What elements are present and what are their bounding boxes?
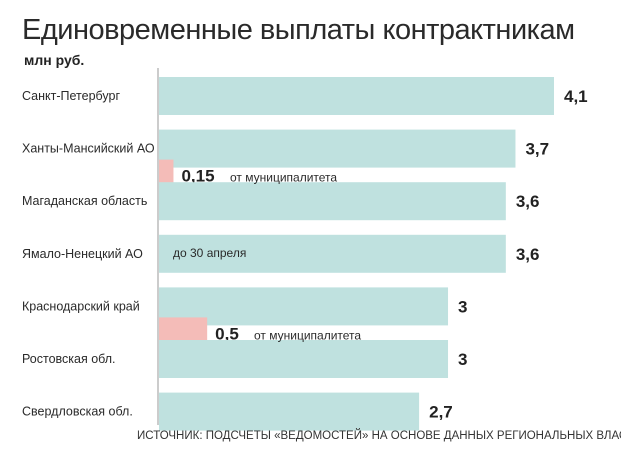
units-label: млн руб. [24, 52, 85, 68]
value-label: 3 [458, 297, 467, 316]
annotation-label: от муниципалитета [254, 328, 361, 342]
chart-title: Единовременные выплаты контрактникам [22, 14, 575, 46]
bar-regional [159, 129, 516, 168]
annotation-label: от муниципалитета [230, 171, 337, 185]
bar-regional [159, 77, 554, 115]
value-label: 3,7 [525, 140, 549, 159]
bar-regional [159, 340, 449, 378]
category-label: Ямало-Ненецкий АО [22, 247, 143, 261]
bar-municipal [159, 317, 208, 344]
value-label: 3,6 [516, 192, 540, 211]
bar-regional [159, 234, 506, 273]
municipal-value-label: 0,15 [181, 167, 214, 186]
annotation-label: до 30 апреля [173, 246, 246, 260]
bar-municipal [159, 159, 174, 186]
value-label: 3,6 [516, 245, 540, 264]
bar-regional [159, 392, 420, 431]
value-label: 2,7 [429, 403, 453, 422]
municipal-value-label: 0,5 [215, 324, 239, 343]
category-label: Санкт-Петербург [22, 89, 120, 103]
category-label: Магаданская область [22, 194, 147, 208]
category-label: Свердловская обл. [22, 405, 133, 419]
category-label: Ростовская обл. [22, 352, 116, 366]
bar-regional [159, 182, 506, 221]
value-label: 4,1 [564, 87, 588, 106]
value-label: 3 [458, 350, 467, 369]
category-label: Краснодарский край [22, 299, 140, 313]
category-label: Ханты-Мансийский АО [22, 142, 155, 156]
source-note: ИСТОЧНИК: ПОДСЧЕТЫ «ВЕДОМОСТЕЙ» НА ОСНОВ… [137, 430, 621, 442]
